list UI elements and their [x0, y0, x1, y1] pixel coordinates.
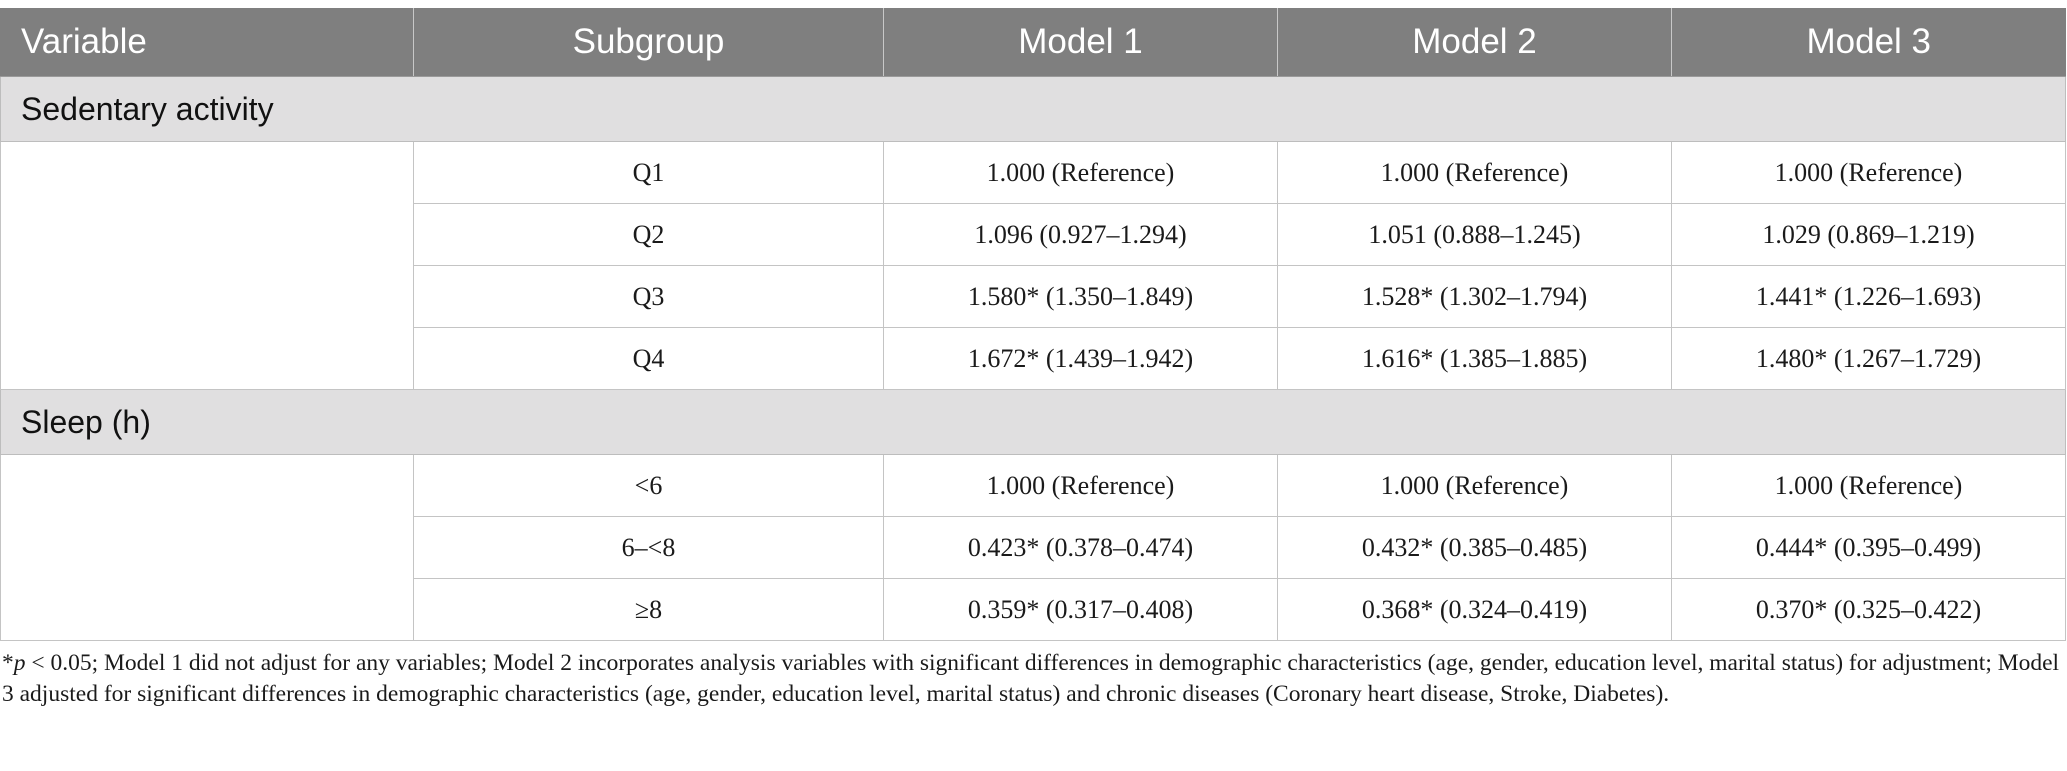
- table-row: 6–<8 0.423* (0.378–0.474) 0.432* (0.385–…: [1, 516, 2066, 579]
- model-3-cell: 1.480* (1.267–1.729): [1671, 327, 2066, 390]
- model-2-cell: 1.000 (Reference): [1277, 141, 1672, 204]
- subgroup-cell: Q4: [413, 327, 884, 390]
- model-1-cell: 1.000 (Reference): [883, 141, 1278, 204]
- section-row-sleep: Sleep (h): [0, 389, 2066, 455]
- model-2-cell: 1.051 (0.888–1.245): [1277, 203, 1672, 266]
- footnote-prefix: *: [2, 650, 14, 676]
- model-1-cell: 1.580* (1.350–1.849): [883, 265, 1278, 328]
- footnote-text: < 0.05; Model 1 did not adjust for any v…: [2, 650, 2060, 707]
- table-header-row: Variable Subgroup Model 1 Model 2 Model …: [0, 8, 2066, 77]
- model-2-cell: 1.528* (1.302–1.794): [1277, 265, 1672, 328]
- table-row: Q1 1.000 (Reference) 1.000 (Reference) 1…: [0, 141, 2066, 390]
- subgroup-cell: <6: [413, 454, 884, 517]
- table-footnote: *p < 0.05; Model 1 did not adjust for an…: [2, 648, 2062, 710]
- section-label: Sleep (h): [0, 389, 2066, 455]
- model-2-cell: 0.432* (0.385–0.485): [1277, 516, 1672, 579]
- model-3-cell: 1.441* (1.226–1.693): [1671, 265, 2066, 328]
- subgroup-cell: ≥8: [413, 578, 884, 641]
- odds-ratio-table: Variable Subgroup Model 1 Model 2 Model …: [0, 8, 2066, 641]
- table-row: Q4 1.672* (1.439–1.942) 1.616* (1.385–1.…: [1, 327, 2066, 390]
- table-row: Q3 1.580* (1.350–1.849) 1.528* (1.302–1.…: [1, 265, 2066, 328]
- section-label: Sedentary activity: [0, 76, 2066, 142]
- model-1-cell: 1.672* (1.439–1.942): [883, 327, 1278, 390]
- header-model-3: Model 3: [1671, 8, 2066, 77]
- table-row: <6 1.000 (Reference) 1.000 (Reference) 1…: [0, 454, 2066, 641]
- subgroup-cell: 6–<8: [413, 516, 884, 579]
- table-row: ≥8 0.359* (0.317–0.408) 0.368* (0.324–0.…: [1, 578, 2066, 641]
- subgroup-cell: Q3: [413, 265, 884, 328]
- model-3-cell: 0.370* (0.325–0.422): [1671, 578, 2066, 641]
- header-subgroup: Subgroup: [413, 8, 884, 77]
- model-2-cell: 0.368* (0.324–0.419): [1277, 578, 1672, 641]
- model-3-cell: 1.000 (Reference): [1671, 454, 2066, 517]
- section-row-sedentary: Sedentary activity: [0, 76, 2066, 142]
- footnote-p-symbol: p: [13, 650, 26, 676]
- header-variable: Variable: [0, 8, 414, 77]
- variable-blank-cell: [0, 454, 414, 641]
- header-model-2: Model 2: [1277, 8, 1672, 77]
- results-table-container: Variable Subgroup Model 1 Model 2 Model …: [0, 8, 2066, 641]
- model-1-cell: 0.359* (0.317–0.408): [883, 578, 1278, 641]
- model-1-cell: 1.000 (Reference): [883, 454, 1278, 517]
- model-1-cell: 1.096 (0.927–1.294): [883, 203, 1278, 266]
- model-2-cell: 1.000 (Reference): [1277, 454, 1672, 517]
- model-1-cell: 0.423* (0.378–0.474): [883, 516, 1278, 579]
- model-3-cell: 1.029 (0.869–1.219): [1671, 203, 2066, 266]
- model-3-cell: 0.444* (0.395–0.499): [1671, 516, 2066, 579]
- model-2-cell: 1.616* (1.385–1.885): [1277, 327, 1672, 390]
- header-model-1: Model 1: [883, 8, 1278, 77]
- model-3-cell: 1.000 (Reference): [1671, 141, 2066, 204]
- subgroup-cell: Q2: [413, 203, 884, 266]
- variable-blank-cell: [0, 141, 414, 390]
- subgroup-cell: Q1: [413, 141, 884, 204]
